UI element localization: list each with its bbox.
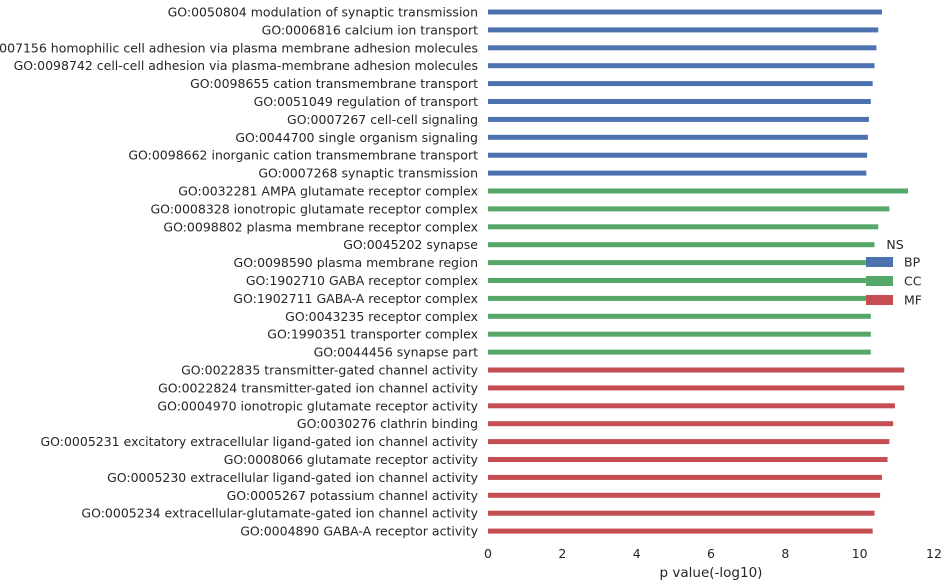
- category-label: GO:0098655 cation transmembrane transpor…: [190, 76, 478, 91]
- category-label: GO:0098802 plasma membrane receptor comp…: [163, 219, 478, 234]
- bar: [488, 313, 871, 319]
- bar: [488, 170, 867, 176]
- category-label: GO:0007268 synaptic transmission: [258, 166, 478, 181]
- category-label: GO:0005234 extracellular-glutamate-gated…: [81, 506, 478, 521]
- bar: [488, 188, 908, 194]
- category-label: GO:0005267 potassium channel activity: [227, 488, 479, 503]
- bar: [488, 403, 895, 409]
- category-label: GO:0098742 cell-cell adhesion via plasma…: [14, 58, 478, 73]
- bar: [488, 99, 871, 104]
- bar: [488, 116, 869, 122]
- bar: [488, 385, 905, 391]
- bar: [488, 45, 877, 51]
- bar: [488, 367, 905, 373]
- category-label: GO:0051049 regulation of transport: [254, 94, 479, 109]
- category-label: GO:0007267 cell-cell signaling: [287, 112, 478, 127]
- bar: [488, 492, 881, 498]
- category-label: GO:1902710 GABA receptor complex: [246, 273, 478, 288]
- category-label: GO:0043235 receptor complex: [285, 309, 478, 324]
- legend-label: CC: [904, 274, 922, 289]
- bar: [488, 9, 882, 15]
- category-label: GO:0005231 excitatory extracellular liga…: [40, 434, 478, 449]
- x-axis: 0 2 4 6 8 10 12: [484, 546, 942, 561]
- bar: [488, 206, 890, 212]
- bar: [488, 81, 873, 87]
- bar: [488, 224, 879, 230]
- bar: [488, 439, 890, 445]
- category-label: GO:1902711 GABA-A receptor complex: [233, 291, 478, 306]
- category-labels: GO:0050804 modulation of synaptic transm…: [0, 5, 479, 539]
- bar: [488, 295, 873, 301]
- x-tick-label: 6: [707, 546, 715, 561]
- category-label: GO:0022824 transmitter-gated ion channel…: [158, 380, 479, 395]
- bar: [488, 260, 873, 266]
- bar: [488, 152, 868, 158]
- bar: [488, 242, 875, 248]
- legend-swatch: [866, 257, 893, 267]
- category-label: GO:0008066 glutamate receptor activity: [224, 452, 479, 467]
- category-label: GO:0008328 ionotropic glutamate receptor…: [151, 201, 479, 216]
- bar: [488, 331, 871, 337]
- bar: [488, 457, 888, 462]
- legend-swatch: [866, 295, 893, 305]
- bar: [488, 63, 875, 69]
- x-tick-label: 8: [781, 546, 789, 561]
- bar: [488, 421, 894, 427]
- x-tick-label: 0: [484, 546, 492, 561]
- category-label: GO:0098662 inorganic cation transmembran…: [128, 148, 478, 163]
- x-tick-label: 4: [633, 546, 641, 561]
- legend-label: BP: [904, 255, 921, 270]
- category-label: GO:0006816 calcium ion transport: [262, 22, 478, 37]
- legend-title: NS: [886, 237, 903, 252]
- category-label: GO:0005230 extracellular ligand-gated io…: [107, 470, 479, 485]
- category-label: GO:0022835 transmitter-gated channel act…: [181, 363, 478, 378]
- bar: [488, 349, 871, 355]
- category-label: GO:0004890 GABA-A receptor activity: [240, 524, 478, 539]
- bar: [488, 474, 882, 480]
- category-label: GO:0044700 single organism signaling: [235, 130, 478, 145]
- bar: [488, 27, 879, 33]
- legend-swatch: [866, 276, 893, 286]
- bars-layer: [488, 9, 908, 534]
- category-label: GO:0045202 synapse: [343, 237, 478, 252]
- bar: [488, 528, 873, 534]
- x-axis-title: p value(-log10): [660, 565, 763, 581]
- bar: [488, 278, 873, 283]
- legend-label: MF: [904, 293, 922, 308]
- bar: [488, 134, 868, 140]
- category-label: GO:0030276 clathrin binding: [297, 416, 478, 431]
- x-tick-label: 10: [852, 546, 868, 561]
- bar: [488, 510, 875, 516]
- category-label: GO:0098590 plasma membrane region: [234, 255, 478, 270]
- x-tick-label: 2: [558, 546, 566, 561]
- category-label: GO:0044456 synapse part: [314, 345, 478, 360]
- category-label: GO:0004970 ionotropic glutamate receptor…: [157, 398, 478, 413]
- category-label: GO:0050804 modulation of synaptic transm…: [168, 5, 478, 20]
- x-tick-label: 12: [926, 546, 942, 561]
- category-label: GO:0032281 AMPA glutamate receptor compl…: [178, 184, 478, 199]
- category-label: GO:1990351 transporter complex: [267, 327, 478, 342]
- category-label: GO:0007156 homophilic cell adhesion via …: [0, 40, 478, 55]
